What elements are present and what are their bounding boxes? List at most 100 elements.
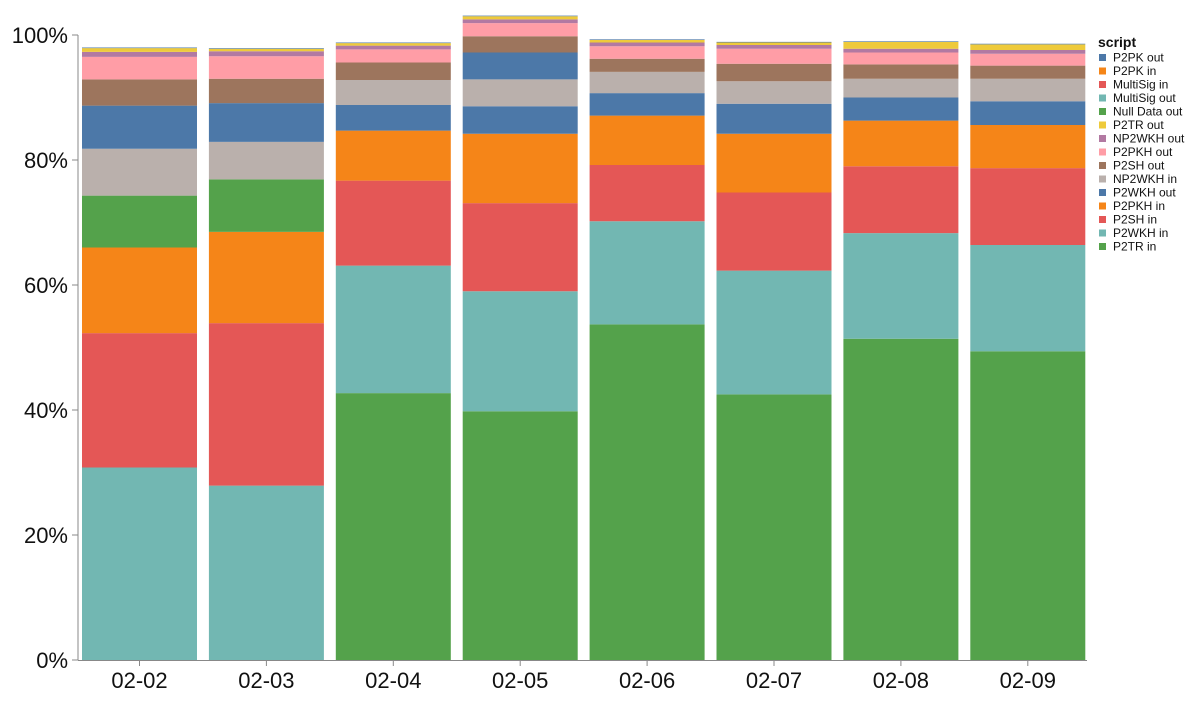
bar-segment-02-09-p2tr-in <box>970 351 1086 660</box>
legend-label: P2PK out <box>1113 51 1164 65</box>
bars-group <box>82 15 1086 660</box>
bar-segment-02-09-p2wkh-out <box>970 101 1086 125</box>
legend-label: P2PKH out <box>1113 145 1173 159</box>
legend-swatch <box>1099 135 1106 142</box>
bar-segment-02-04-np2wkh-in <box>335 80 451 105</box>
bar-segment-02-07-p2wkh-in <box>716 270 832 395</box>
bar-segment-02-05-p2wkh-out <box>462 52 578 80</box>
legend-swatch <box>1099 189 1106 196</box>
bar-segment-02-07-p2wkh-out <box>716 103 832 134</box>
legend-label: P2WKH out <box>1113 186 1176 200</box>
bar-segment-02-09-p2wkh-in <box>970 245 1086 352</box>
bar-segment-02-03-p2pkh-out <box>208 56 324 79</box>
bar-segment-02-05-p2tr-in <box>462 411 578 660</box>
bar-segment-02-06-p2pk-out <box>589 39 705 40</box>
bar-segment-02-08-p2wkh-out <box>843 97 959 121</box>
bar-segment-02-06-p2pkh-out <box>589 46 705 59</box>
bar-segment-02-07-np2wkh-in <box>716 81 832 104</box>
y-tick-label: 80% <box>24 148 68 173</box>
bar-segment-02-08-p2pkh-out <box>843 52 959 65</box>
bar-segment-02-03-p2wkh-in <box>208 485 324 660</box>
bar-segment-02-08-np2wkh-out <box>843 48 959 53</box>
legend-label: MultiSig out <box>1113 91 1176 105</box>
y-tick-label: 40% <box>24 398 68 423</box>
bar-segment-02-03-p2tr-out <box>208 48 324 52</box>
bar-segment-02-07-p2sh-in <box>716 192 832 271</box>
bar-segment-02-02-np2wkh-in <box>82 148 197 196</box>
y-tick-label: 0% <box>36 648 68 673</box>
bar-segment-02-07-p2tr-out <box>716 42 832 45</box>
legend-swatch <box>1099 67 1106 75</box>
bar-segment-02-04-p2sh-in <box>335 180 451 266</box>
legend-swatch <box>1099 202 1106 210</box>
y-tick-label: 20% <box>24 523 68 548</box>
legend-label: P2TR in <box>1113 240 1156 254</box>
bar-segment-02-04-p2wkh-out <box>335 105 451 131</box>
x-tick-label: 02-04 <box>365 668 421 693</box>
bar-segment-02-07-p2sh-out <box>716 63 832 82</box>
bar-segment-02-08-p2sh-out <box>843 64 959 79</box>
legend-label: P2TR out <box>1113 118 1164 132</box>
y-tick-label: 60% <box>24 273 68 298</box>
bar-segment-02-03-np2wkh-in <box>208 141 324 180</box>
bar-segment-02-09-p2sh-in <box>970 168 1086 245</box>
bar-segment-02-06-p2wkh-in <box>589 221 705 325</box>
legend-label: P2SH in <box>1113 213 1157 227</box>
x-tick-label: 02-09 <box>1000 668 1056 693</box>
bar-segment-02-05-np2wkh-out <box>462 19 578 24</box>
bar-segment-02-06-np2wkh-in <box>589 71 705 94</box>
bar-segment-02-02-null-data-out <box>82 195 197 248</box>
bar-segment-02-04-np2wkh-out <box>335 45 451 50</box>
bar-segment-02-09-p2sh-out <box>970 65 1086 79</box>
x-tick-label: 02-02 <box>111 668 167 693</box>
y-axis: 0% 20% 40% 60% 80% 100% <box>12 23 79 673</box>
bar-segment-02-05-p2sh-out <box>462 36 578 53</box>
bar-segment-02-08-p2tr-in <box>843 338 959 660</box>
bar-segment-02-04-p2pk-out <box>335 42 451 44</box>
bar-segment-02-03-p2pkh-in <box>208 231 324 324</box>
bar-segment-02-09-p2tr-out <box>970 44 1086 50</box>
bar-segment-02-06-np2wkh-out <box>589 42 705 47</box>
y-tick-label: 100% <box>12 23 68 48</box>
bar-segment-02-04-p2pkh-out <box>335 49 451 63</box>
legend-label: P2SH out <box>1113 159 1165 173</box>
bar-segment-02-03-p2sh-in <box>208 323 324 486</box>
bar-segment-02-09-np2wkh-out <box>970 50 1086 54</box>
x-tick-label: 02-05 <box>492 668 548 693</box>
legend-label: NP2WKH out <box>1113 132 1185 146</box>
bar-segment-02-03-np2wkh-out <box>208 51 324 57</box>
legend-title: script <box>1098 34 1136 50</box>
x-tick-label: 02-06 <box>619 668 675 693</box>
bar-segment-02-06-p2wkh-out <box>589 93 705 116</box>
bar-segment-02-04-p2tr-out <box>335 43 451 46</box>
x-tick-label: 02-08 <box>873 668 929 693</box>
bar-segment-02-06-p2tr-out <box>589 40 705 43</box>
bar-segment-02-02-p2tr-out <box>82 48 197 52</box>
legend-swatch <box>1099 94 1106 102</box>
legend-label: NP2WKH in <box>1113 172 1177 186</box>
bar-segment-02-02-p2pk-out <box>82 47 197 49</box>
bar-segment-02-06-p2sh-out <box>589 58 705 72</box>
x-tick-label: 02-07 <box>746 668 802 693</box>
bar-segment-02-02-p2pkh-in <box>82 247 197 334</box>
x-axis: 02-02 02-03 02-04 02-05 02-06 02-07 02-08 02-09 <box>78 660 1087 693</box>
legend-label: P2PK in <box>1113 64 1156 78</box>
bar-segment-02-05-p2pkh-in <box>462 133 578 204</box>
bar-segment-02-05-np2wkh-in <box>462 79 578 107</box>
bar-segment-02-07-p2pk-out <box>716 41 832 43</box>
bar-segment-02-02-p2sh-in <box>82 333 197 468</box>
bar-segment-02-04-p2pkh-in <box>335 130 451 181</box>
legend-swatch <box>1099 229 1106 237</box>
bar-segment-02-03-null-data-out <box>208 179 324 232</box>
bar-segment-02-02-p2wkh-out <box>82 105 197 149</box>
x-tick-label: 02-03 <box>238 668 294 693</box>
bar-segment-02-08-p2pk-out <box>843 41 959 42</box>
bar-segment-02-04-p2wkh-in <box>335 265 451 394</box>
bar-segment-02-07-np2wkh-out <box>716 45 832 49</box>
bar-segment-02-02-p2sh-out <box>82 79 197 106</box>
bar-segment-02-09-p2pk-out <box>970 43 1086 45</box>
legend-swatch <box>1099 148 1106 156</box>
bar-segment-02-08-p2tr-out <box>843 41 959 49</box>
